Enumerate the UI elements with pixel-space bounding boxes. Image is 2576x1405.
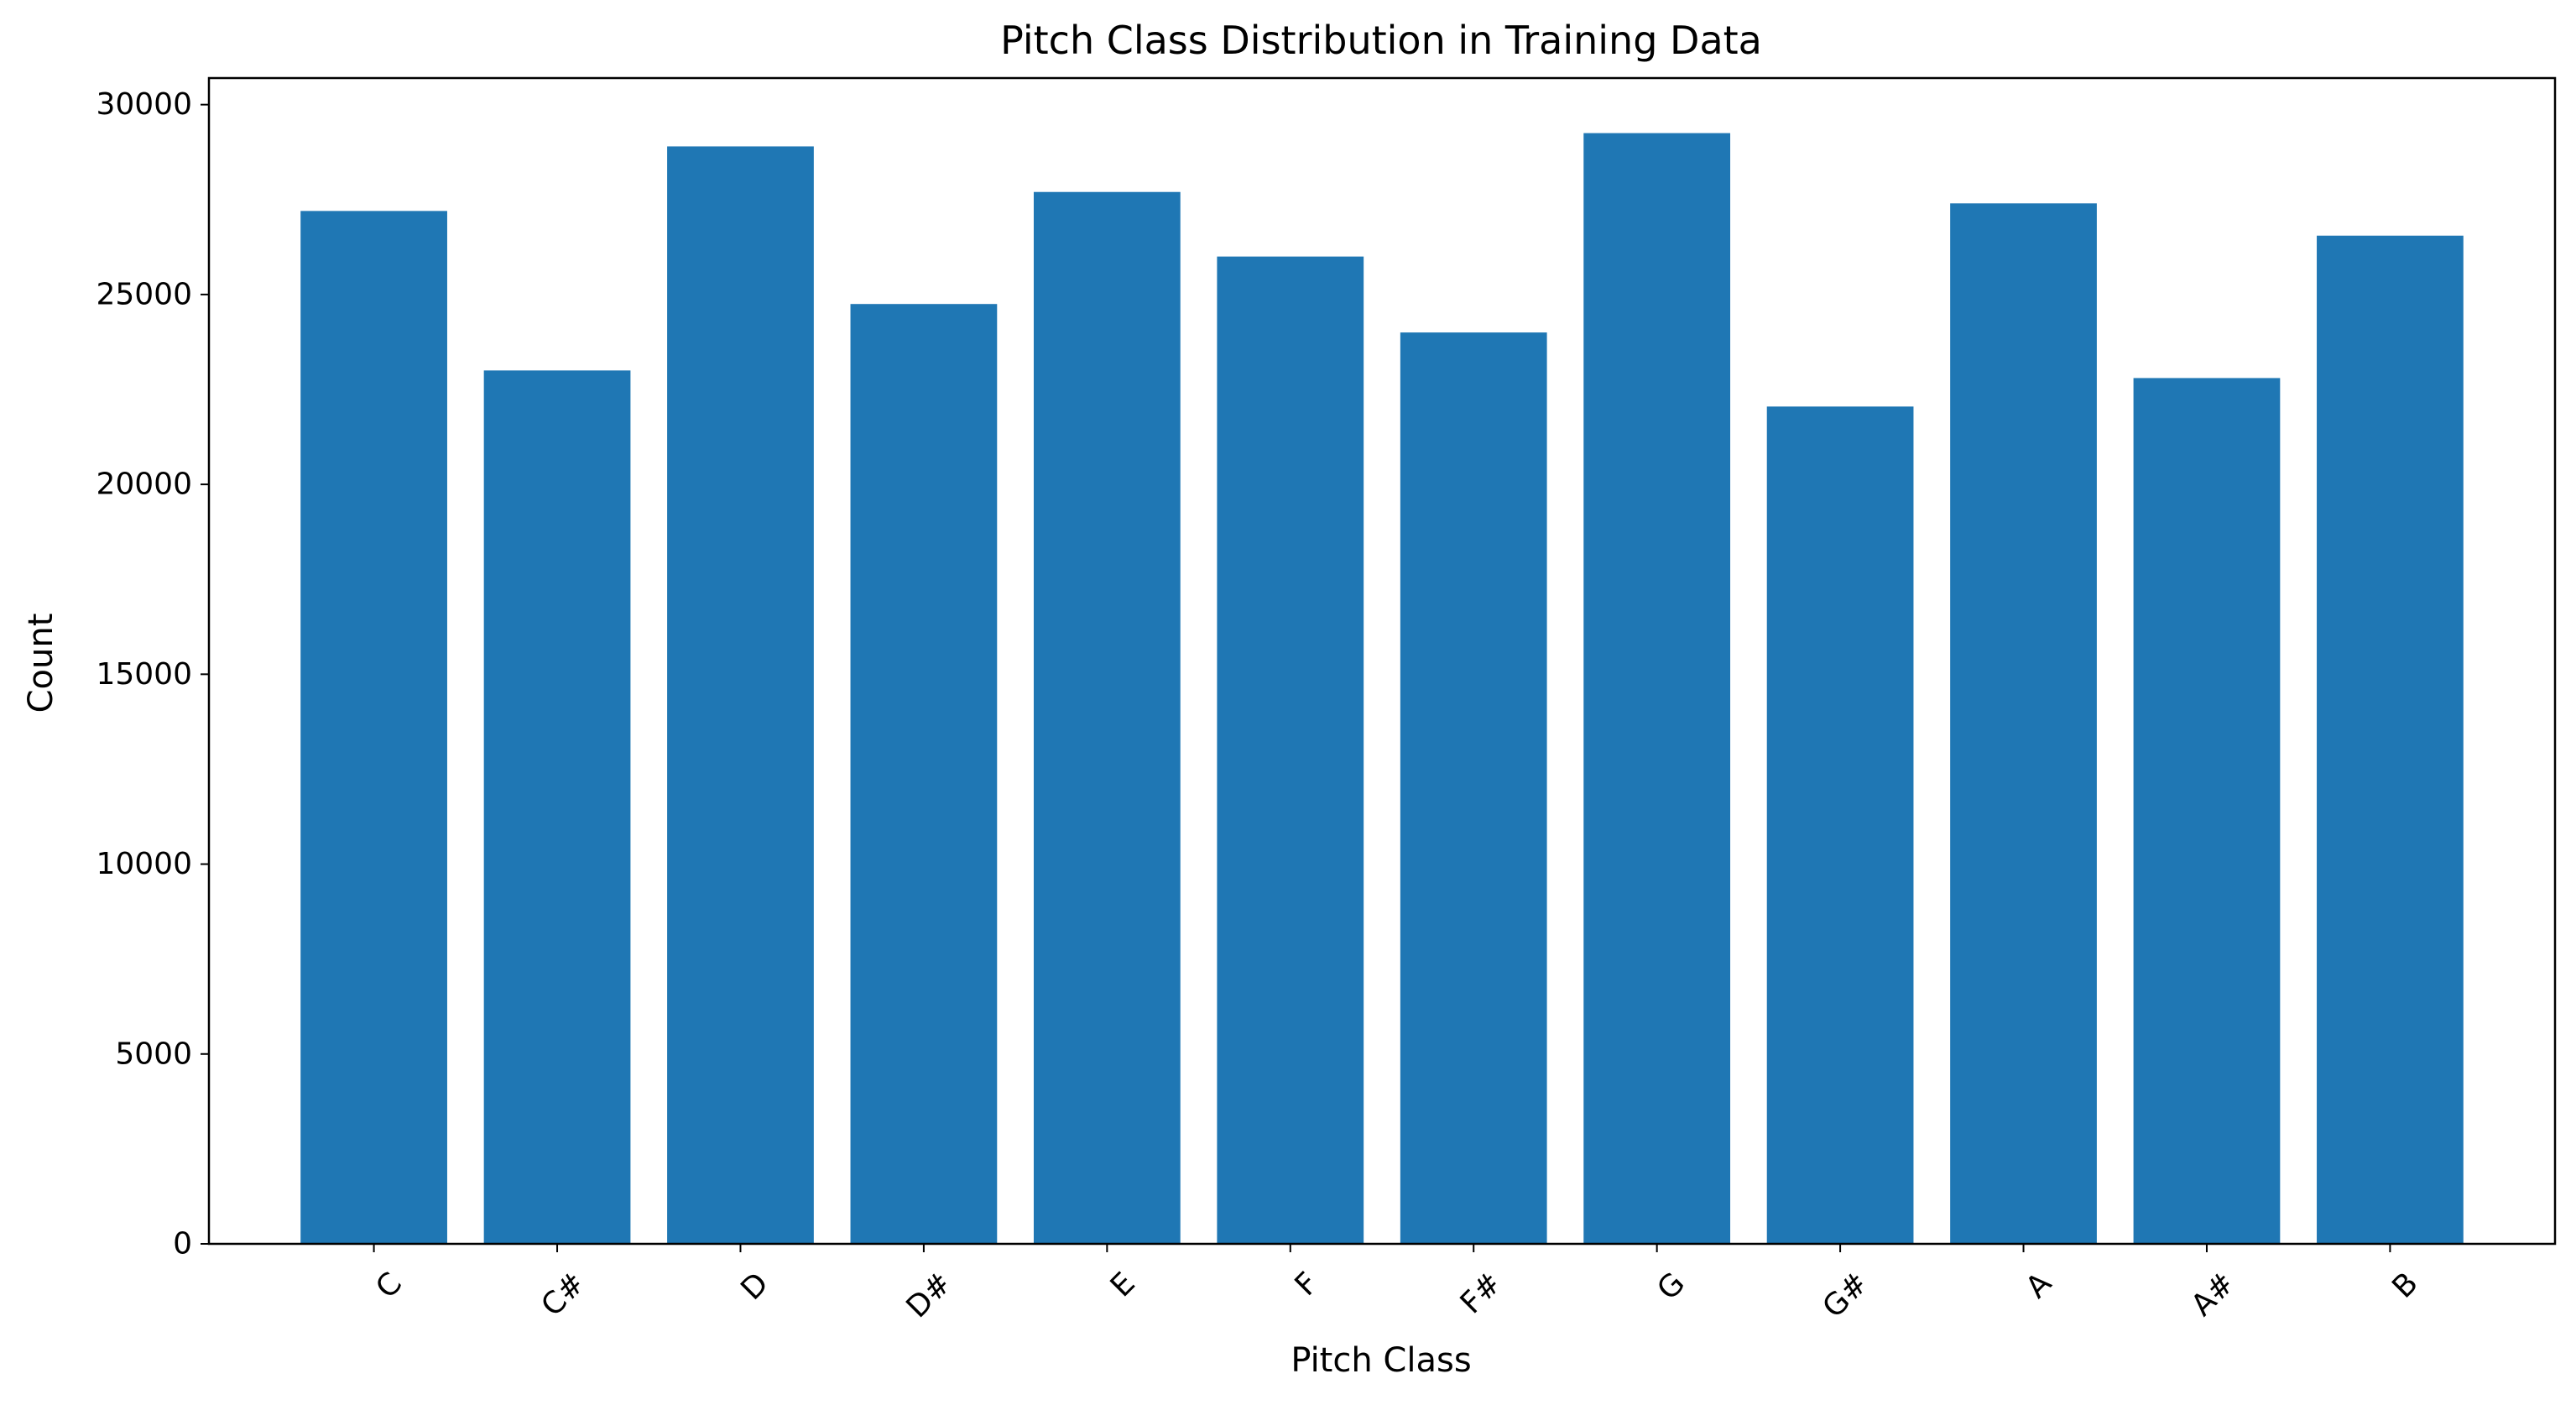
x-tick-label: C#: [534, 1266, 592, 1323]
bar-g: [1583, 133, 1731, 1244]
plot-area-frame: [207, 76, 2557, 1246]
bar-f-sharp: [1400, 332, 1547, 1244]
bar-a: [1950, 203, 2097, 1245]
x-tick-label: A#: [2185, 1266, 2242, 1323]
bar-c-sharp: [483, 370, 631, 1244]
x-tick-label: G: [1650, 1266, 1692, 1307]
x-tick-label: F: [1289, 1266, 1326, 1303]
bar-d: [667, 146, 814, 1245]
y-axis-ticks: 0 5000 10000 15000 20000 25000 30000: [96, 87, 209, 1261]
x-axis-label: Pitch Class: [1291, 1341, 1471, 1380]
x-axis-ticks: C C# D D# E F F# G G# A A# B: [369, 1244, 2425, 1325]
chart-title: Pitch Class Distribution in Training Dat…: [1000, 18, 1762, 63]
y-tick-label: 30000: [96, 87, 192, 122]
y-axis-label: Count: [22, 614, 60, 713]
x-tick-label: D: [734, 1266, 775, 1307]
bar-a-sharp: [2133, 378, 2281, 1245]
x-tick-label: A: [2020, 1266, 2059, 1305]
x-tick-label: F#: [1454, 1266, 1509, 1320]
bar-g-sharp: [1766, 406, 1914, 1245]
bar-f: [1217, 256, 1364, 1244]
y-tick-label: 25000: [96, 277, 192, 311]
bar-d-sharp: [850, 304, 998, 1244]
x-tick-label: G#: [1817, 1266, 1875, 1324]
bar-e: [1033, 191, 1181, 1244]
y-tick-label: 5000: [115, 1037, 192, 1071]
y-tick-label: 20000: [96, 467, 192, 502]
bar-c: [300, 211, 447, 1245]
bar-b: [2317, 235, 2464, 1244]
x-tick-label: D#: [900, 1266, 958, 1324]
y-tick-label: 10000: [96, 847, 192, 881]
y-tick-label: 0: [173, 1227, 192, 1261]
bars-layer: [300, 133, 2464, 1245]
y-tick-label: 15000: [96, 657, 192, 692]
x-tick-label: B: [2386, 1266, 2424, 1304]
x-tick-label: E: [1104, 1266, 1142, 1303]
x-tick-label: C: [369, 1266, 409, 1305]
